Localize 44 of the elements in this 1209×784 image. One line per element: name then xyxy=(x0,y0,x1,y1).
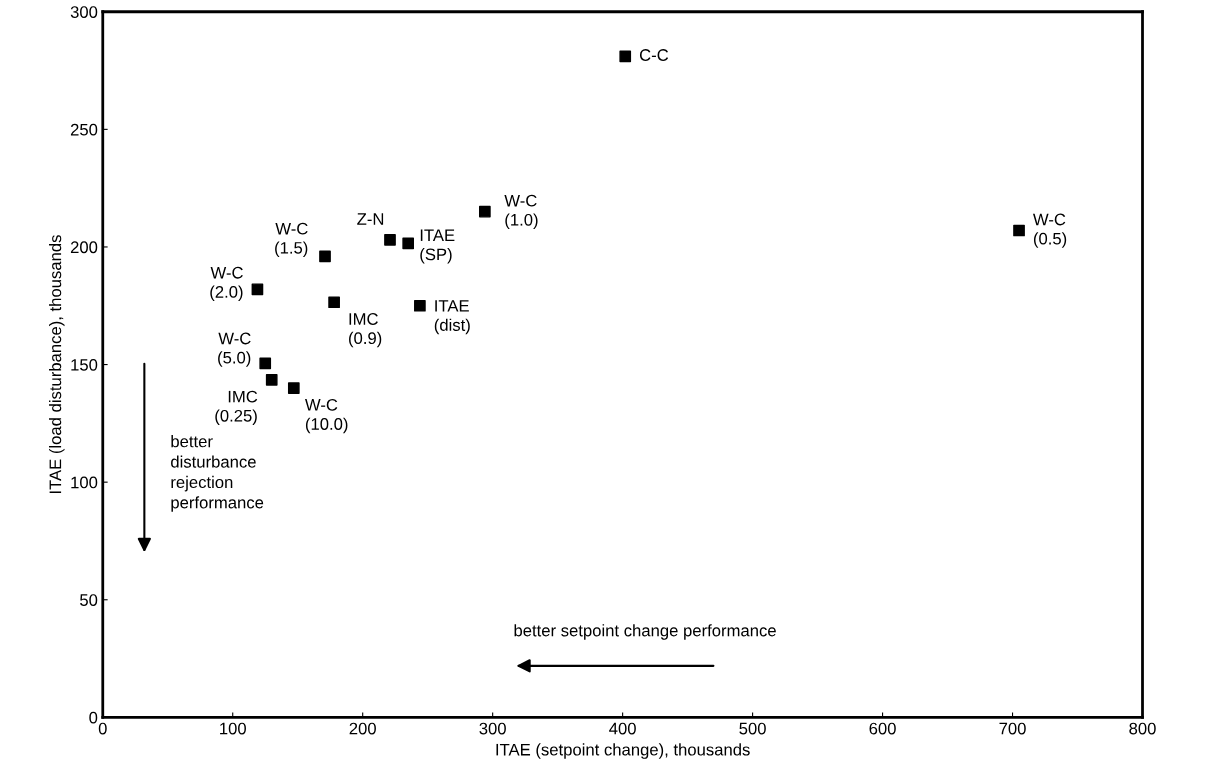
x-tick-label: 100 xyxy=(220,722,246,735)
point xyxy=(328,296,340,309)
y-tick-label: 50 xyxy=(80,594,98,606)
annotation: ITAE (dist) xyxy=(434,300,470,335)
x-tick-label: 200 xyxy=(349,722,376,735)
annotation: Z-N xyxy=(357,213,384,225)
point xyxy=(259,357,272,370)
annotation: W-C (2.0) xyxy=(210,266,243,302)
y-tick-label: 0 xyxy=(89,711,98,724)
x-axis-title: ITAE (setpoint change), thousands xyxy=(496,743,750,759)
annotation: W-C (0.5) xyxy=(1033,213,1067,248)
x-tick-label: 500 xyxy=(739,722,766,735)
y-tick-label: 250 xyxy=(70,123,98,136)
x-tick-label: 0 xyxy=(98,722,107,735)
annotation: IMC (0.9) xyxy=(349,313,382,348)
point xyxy=(287,382,300,394)
point xyxy=(384,234,396,246)
x-tick-label: 800 xyxy=(1129,722,1156,735)
y-axis-title: ITAE (load disturbance), thousands xyxy=(49,235,65,494)
annotation: W-C (1.0) xyxy=(504,194,538,230)
y-tick-label: 150 xyxy=(71,358,98,371)
y-tick-label: 200 xyxy=(70,241,98,254)
x-tick-label: 300 xyxy=(479,722,506,735)
annotation: W-C (10.0) xyxy=(305,398,348,434)
annotation: IMC (0.25) xyxy=(215,390,258,425)
y-tick-label: 100 xyxy=(71,476,98,489)
point xyxy=(619,50,632,63)
point xyxy=(1013,224,1025,237)
point xyxy=(402,237,415,250)
annotation: better disturbance rejection performance xyxy=(171,435,264,512)
point xyxy=(414,299,426,312)
annotation: W-C (1.5) xyxy=(275,222,308,258)
annotation: better setpoint change performance xyxy=(514,624,776,640)
y-tick-label: 300 xyxy=(70,6,98,18)
point xyxy=(265,374,278,386)
point xyxy=(319,250,331,263)
x-tick-label: 400 xyxy=(609,722,636,735)
annotation: ITAE (SP) xyxy=(420,229,455,264)
x-tick-label: 700 xyxy=(999,722,1026,735)
annotation: W-C (5.0) xyxy=(218,332,251,367)
annotation: C-C xyxy=(639,49,669,61)
x-tick-label: 600 xyxy=(869,722,896,735)
point xyxy=(479,205,491,218)
point xyxy=(251,283,264,296)
